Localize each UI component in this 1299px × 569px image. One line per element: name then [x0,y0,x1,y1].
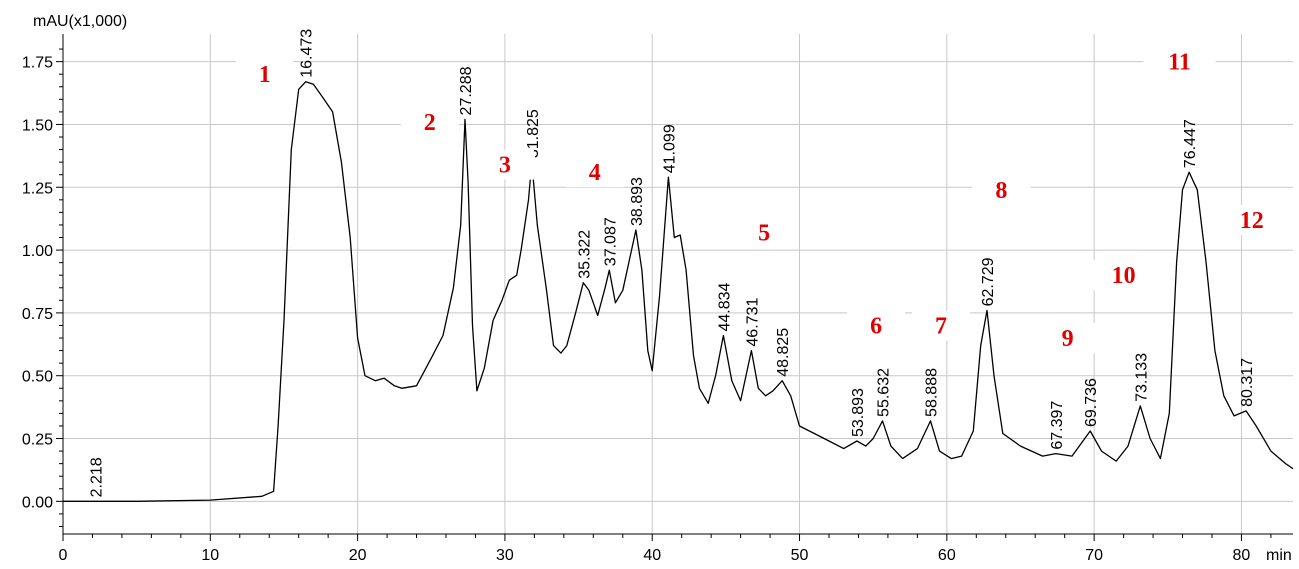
fraction-label: 1 [259,62,271,88]
x-tick-label: 40 [643,547,661,564]
fraction-label: 8 [995,178,1007,204]
peak-label: 41.099 [661,124,678,173]
y-tick-label: 1.25 [22,180,53,197]
fraction-label-background [1087,260,1160,291]
fraction-label: 3 [499,153,511,179]
y-tick-label: 0.75 [22,306,53,323]
fraction-label: 9 [1062,326,1074,352]
y-tick-label: 1.00 [22,243,53,260]
peak-label: 73.133 [1133,353,1150,402]
y-tick-label: 0.00 [22,494,53,511]
fraction-label-background [400,106,459,137]
y-axis-unit-label: mAU(x1,000) [33,13,127,30]
x-tick-label: 20 [349,547,367,564]
x-tick-label: 10 [201,547,219,564]
fraction-label: 7 [935,313,947,339]
fraction-label: 6 [870,313,882,339]
peak-label: 27.288 [458,66,475,115]
peak-label: 69.736 [1083,378,1100,427]
x-tick-label: 70 [1085,547,1103,564]
fraction-label: 11 [1168,50,1191,76]
x-axis-unit-label: min [1266,547,1292,564]
peak-label: 80.317 [1239,358,1256,407]
y-tick-label: 1.75 [22,55,53,72]
fraction-label-background [565,157,624,188]
peak-label: 31.825 [525,109,542,158]
x-tick-label: 30 [496,547,514,564]
fraction-label-background [475,149,534,180]
fraction-label-background [1038,323,1097,354]
y-tick-label: 0.25 [22,432,53,449]
x-tick-label: 0 [59,547,68,564]
fraction-label: 4 [589,160,601,186]
peak-label: 62.729 [980,257,997,306]
peak-label: 53.893 [850,388,867,437]
fraction-label: 2 [424,110,436,136]
fraction-label-background [1143,46,1216,77]
x-tick-label: 80 [1233,547,1251,564]
grid-layer [63,34,1293,534]
fraction-label-background [235,59,294,90]
peak-label: 38.893 [629,177,646,226]
fraction-label-background [1215,204,1288,235]
peak-label: 2.218 [89,457,106,497]
peak-label: 44.834 [716,282,733,331]
peak-label: 76.447 [1182,119,1199,168]
fraction-label: 12 [1240,208,1264,234]
peak-label: 46.731 [744,298,761,347]
peak-label-layer: 2.218 16.473 27.288 31.825 35.322 37.087 38.89… [89,29,1256,498]
peak-label: 48.825 [775,328,792,377]
peak-label: 35.322 [576,230,593,279]
trace-layer [63,81,1294,502]
fraction-label: 10 [1112,263,1136,289]
fraction-label-background [847,310,906,341]
peak-label: 37.087 [602,217,619,266]
x-tick-label: 50 [791,547,809,564]
fraction-label-background [911,310,970,341]
peak-label: 55.632 [875,368,892,417]
fraction-label-background [735,217,794,248]
y-tick-label: 0.50 [22,369,53,386]
peak-label: 58.888 [923,368,940,417]
y-tick-label: 1.50 [22,117,53,134]
x-tick-label: 60 [938,547,956,564]
axes-layer: 0 10 20 30 40 50 60 70 80 0.00 0.25 0.50 0.75 1.00 1.2… [22,34,1293,564]
peak-label: 16.473 [299,29,316,78]
fraction-label-background [972,174,1031,205]
chromatogram-trace [63,81,1294,502]
peak-label: 67.397 [1049,401,1066,450]
fraction-label: 5 [758,221,770,247]
